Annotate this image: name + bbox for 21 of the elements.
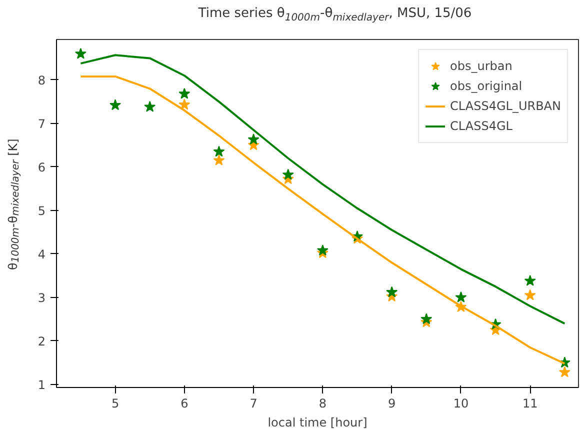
x-tick-label: 6: [180, 396, 188, 410]
x-tick-label: 10: [453, 396, 469, 410]
legend-label: CLASS4GL: [450, 119, 512, 133]
y-tick-label: 7: [38, 116, 46, 131]
legend-label: obs_original: [450, 79, 522, 93]
legend-label: CLASS4GL_URBAN: [450, 99, 561, 113]
x-tick-label: 11: [522, 396, 538, 410]
y-tick-label: 1: [38, 378, 46, 392]
x-axis-title: local time [hour]: [268, 416, 368, 430]
legend-label: obs_urban: [450, 59, 512, 73]
y-tick-label: 2: [38, 334, 46, 348]
y-tick-label: 4: [38, 247, 46, 262]
x-tick-label: 5: [111, 396, 120, 410]
y-tick-label: 5: [38, 204, 46, 218]
x-tick-label: 9: [388, 396, 396, 410]
y-tick-label: 8: [38, 73, 46, 88]
x-tick-label: 7: [250, 396, 258, 410]
y-tick-label: 3: [38, 290, 46, 305]
chart-title: Time series θ$_{1000m}$-θ$_{mixedlayer}$, MSU, 15/06: [198, 5, 472, 26]
x-tick-label: 8: [318, 396, 327, 410]
y-tick-label: 6: [38, 160, 46, 174]
